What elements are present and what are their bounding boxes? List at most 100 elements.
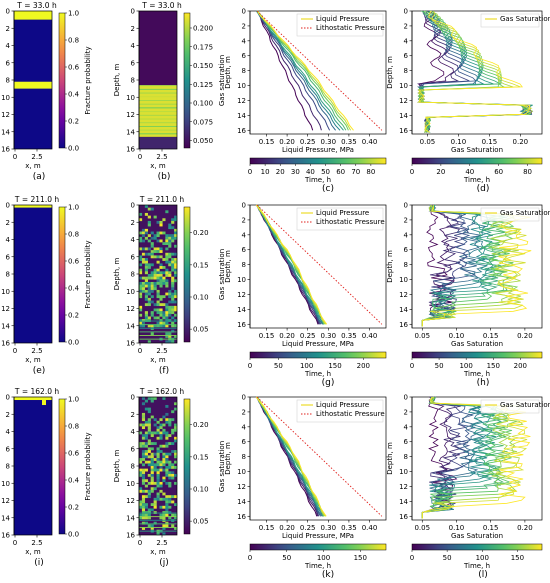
colorbar-tick-label: 0 bbox=[410, 168, 414, 176]
heatmap-cell bbox=[171, 266, 175, 269]
colorbar-tick-label: 30 bbox=[291, 168, 300, 176]
heatmap-cell bbox=[141, 415, 146, 419]
colorbar-label: Fracture probability bbox=[84, 240, 92, 308]
heatmap-cell bbox=[144, 319, 148, 322]
heatmap-cell bbox=[139, 503, 143, 507]
heatmap-cell bbox=[165, 258, 169, 261]
heatmap-cell bbox=[159, 489, 163, 493]
colorbar-tick-label: 0.0 bbox=[68, 531, 79, 539]
heatmap-cell bbox=[156, 260, 160, 264]
heatmap-cell bbox=[165, 513, 169, 517]
heatmap-cell bbox=[171, 471, 175, 475]
legend-label: Gas Saturation bbox=[500, 15, 550, 23]
y-tick-label: 6 bbox=[242, 246, 247, 254]
heatmap-cell bbox=[174, 228, 178, 232]
heatmap-cell bbox=[153, 505, 157, 509]
heatmap-cell bbox=[150, 250, 154, 253]
colorbar-label: Time, h bbox=[304, 562, 331, 570]
series-lines bbox=[421, 204, 532, 327]
liquid-pressure-line bbox=[256, 10, 354, 131]
x-tick-label: 0.15 bbox=[482, 138, 498, 146]
heatmap-cell bbox=[174, 516, 178, 520]
heatmap-cell bbox=[174, 436, 178, 440]
heatmap-cell bbox=[141, 276, 146, 280]
y-tick-label: 6 bbox=[404, 52, 409, 60]
heatmap-cell bbox=[144, 516, 148, 520]
x-tick-label: 0.15 bbox=[259, 332, 275, 340]
heatmap-cell bbox=[171, 340, 175, 344]
heatmap-cell bbox=[159, 426, 163, 430]
heatmap-cell bbox=[165, 511, 169, 514]
colorbar-label: Time, h bbox=[304, 176, 331, 184]
heatmap-cell bbox=[165, 471, 169, 475]
heatmap-cells bbox=[14, 205, 52, 343]
y-tick-label: 16 bbox=[237, 513, 246, 521]
heatmap-cell bbox=[147, 340, 151, 344]
heatmap-cell bbox=[171, 292, 175, 296]
heatmap-cell bbox=[159, 279, 163, 283]
heatmap-cell bbox=[144, 268, 148, 272]
x-tick-label: 0.20 bbox=[517, 332, 533, 340]
heatmap-cells bbox=[139, 205, 178, 344]
colorbar-tick-label: 0.2 bbox=[68, 504, 79, 512]
colorbar-tick-label: 20 bbox=[276, 168, 285, 176]
heatmap-cell bbox=[153, 324, 157, 328]
x-tick-label: 0 bbox=[13, 153, 17, 161]
heatmap-cell bbox=[141, 418, 146, 422]
x-tick-label: 0.15 bbox=[483, 524, 499, 532]
heatmap-cell bbox=[159, 239, 163, 243]
heatmap-cell bbox=[144, 205, 148, 208]
colorbar-tick-label: 150 bbox=[487, 362, 500, 370]
y-tick-label: 0 bbox=[6, 394, 10, 402]
y-tick-label: 16 bbox=[399, 513, 408, 521]
heatmap-cells bbox=[14, 397, 52, 535]
heatmap-cell bbox=[168, 473, 172, 477]
heatmap-cell bbox=[159, 223, 163, 227]
y-tick-label: 4 bbox=[6, 428, 11, 436]
heatmap-cell bbox=[159, 263, 163, 267]
heatmap-cell bbox=[171, 311, 175, 315]
heatmap-cell bbox=[147, 492, 151, 496]
x-tick-label: 0.35 bbox=[341, 138, 357, 146]
heatmap-cell bbox=[165, 420, 169, 424]
heatmap-cell bbox=[156, 271, 160, 275]
heatmap-cell bbox=[165, 436, 169, 440]
heatmap-background bbox=[14, 397, 52, 535]
heatmap-cell bbox=[159, 271, 163, 275]
colorbar-label: Fracture probability bbox=[84, 46, 92, 114]
heatmap-cell bbox=[162, 460, 166, 464]
heatmap-cell bbox=[150, 274, 154, 277]
heatmap-cell bbox=[144, 503, 148, 507]
heatmap-cell bbox=[168, 252, 172, 256]
legend-label: Gas Saturation bbox=[500, 401, 550, 409]
heatmap-cell bbox=[147, 489, 151, 493]
y-tick-label: 12 bbox=[399, 291, 408, 299]
heatmap-cell bbox=[144, 436, 148, 440]
y-tick-label: 4 bbox=[6, 42, 11, 50]
heatmap-cell bbox=[162, 497, 166, 501]
colorbar-tick-label: 0.05 bbox=[193, 326, 209, 334]
heatmap-cell bbox=[165, 404, 169, 408]
y-tick-label: 10 bbox=[399, 468, 408, 476]
y-tick-label: 12 bbox=[126, 497, 135, 505]
heatmap-cell bbox=[156, 281, 160, 285]
heatmap-stripe bbox=[139, 331, 177, 333]
heatmap-cell bbox=[139, 313, 143, 317]
heatmap-cell bbox=[153, 442, 157, 445]
heatmap-cell bbox=[174, 450, 178, 453]
heatmap-cell bbox=[144, 431, 148, 435]
x-tick-label: 2.5 bbox=[31, 347, 42, 355]
heatmap-cell bbox=[144, 252, 148, 256]
colorbar-tick-label: 0.100 bbox=[193, 100, 213, 108]
colorbar-tick-label: 0.2 bbox=[68, 312, 79, 320]
heatmap-cell bbox=[162, 231, 166, 235]
heatmap-cell bbox=[141, 527, 146, 530]
heatmap-cell bbox=[162, 431, 166, 435]
x-tick-label: 2.5 bbox=[156, 539, 167, 547]
y-tick-label: 12 bbox=[126, 111, 135, 119]
heatmap-cell bbox=[156, 447, 160, 451]
heatmap-cell bbox=[150, 399, 154, 403]
heatmap-cell bbox=[165, 473, 169, 477]
heatmap-cell bbox=[153, 466, 157, 469]
heatmap-cell bbox=[141, 426, 146, 430]
